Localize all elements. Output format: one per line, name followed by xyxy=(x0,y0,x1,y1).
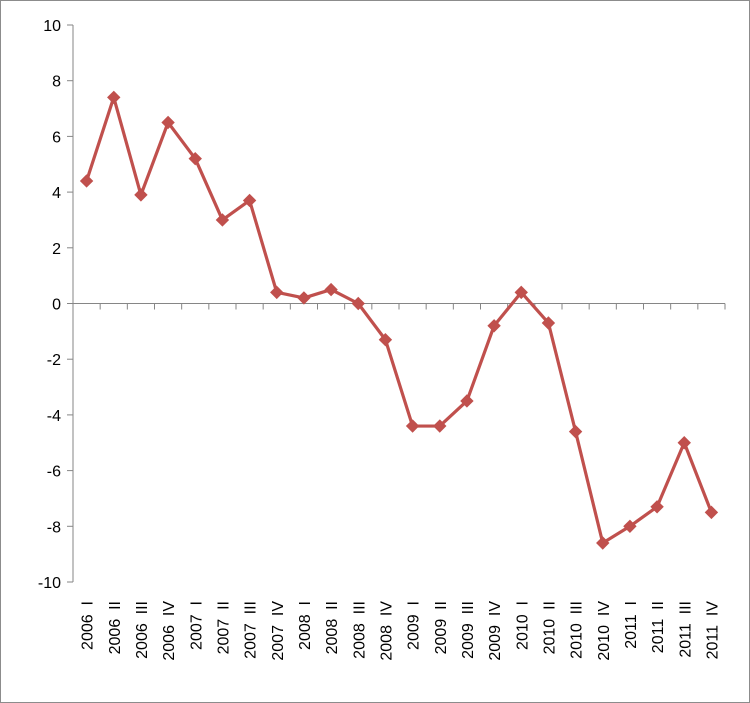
y-tick-label: 8 xyxy=(52,74,61,91)
x-tick-label: 2008 III xyxy=(351,601,368,659)
x-tick-label: 2007 IV xyxy=(270,601,287,661)
data-point-marker xyxy=(324,282,338,297)
data-point-marker xyxy=(704,505,719,520)
series-layer xyxy=(79,90,719,550)
x-tick-label: 2011 III xyxy=(677,601,694,658)
data-point-marker xyxy=(297,291,311,305)
data-point-marker xyxy=(378,332,393,347)
x-tick-label: 2011 IV xyxy=(704,601,721,660)
y-tick-label: 0 xyxy=(52,297,61,314)
x-tick-label: 2011 II xyxy=(650,601,667,653)
data-point-marker xyxy=(541,316,556,330)
x-tick-label: 2006 III xyxy=(134,601,151,659)
x-tick-label: 2006 II xyxy=(107,601,124,654)
x-tick-label: 2007 I xyxy=(188,601,205,650)
data-point-marker xyxy=(487,319,501,333)
data-point-marker xyxy=(568,424,583,439)
x-tick-label: 2010 IV xyxy=(596,601,613,661)
data-point-marker xyxy=(79,174,94,188)
y-tick-label: -4 xyxy=(47,408,61,425)
y-tick-label: 2 xyxy=(52,241,61,258)
y-tick-label: 10 xyxy=(43,18,61,35)
x-tick-label: 2008 IV xyxy=(378,601,395,661)
y-tick-label: 6 xyxy=(52,129,61,146)
x-tick-label: 2009 I xyxy=(406,601,423,650)
x-tick-label: 2006 IV xyxy=(161,601,178,661)
data-point-marker xyxy=(460,394,474,408)
data-point-marker xyxy=(134,188,148,202)
data-point-marker xyxy=(677,436,691,450)
y-tick-label: -6 xyxy=(47,464,61,481)
y-tick-label: -8 xyxy=(47,519,61,536)
y-axis-tick-labels: 10 8 6 4 2 0 -2 -4 -6 -8 -10 xyxy=(38,18,61,592)
y-tick-label: -10 xyxy=(38,575,61,592)
x-tick-label: 2008 II xyxy=(324,601,341,654)
y-tick-label: -2 xyxy=(47,352,61,369)
data-point-marker xyxy=(623,519,637,534)
x-tick-label: 2006 I xyxy=(80,601,97,650)
data-point-marker xyxy=(270,285,284,300)
x-tick-label: 2009 III xyxy=(460,601,477,659)
x-tick-label: 2009 IV xyxy=(487,601,504,661)
y-tick-label: 4 xyxy=(52,185,61,202)
data-point-marker xyxy=(215,213,230,227)
data-point-marker xyxy=(596,536,610,550)
x-tick-label: 2009 II xyxy=(433,601,450,654)
x-tick-label: 2007 III xyxy=(243,601,260,659)
data-point-marker xyxy=(351,296,365,311)
x-tick-label: 2010 II xyxy=(541,601,558,654)
series-line xyxy=(84,95,714,545)
x-tick-label: 2007 II xyxy=(215,601,232,654)
data-point-marker xyxy=(650,500,664,514)
x-tick-label: 2008 I xyxy=(297,601,314,650)
data-point-marker xyxy=(188,151,202,166)
data-point-marker xyxy=(107,90,121,105)
x-tick-label: 2010 III xyxy=(569,601,586,659)
data-point-marker xyxy=(405,419,420,433)
data-point-marker xyxy=(514,285,528,300)
data-point-marker xyxy=(433,419,447,433)
x-tick-label: 2011 I xyxy=(623,601,640,649)
x-axis-tick-labels: 2006 I 2006 II 2006 III 2006 IV 2007 I 2007 I… xyxy=(80,601,722,661)
data-point-marker xyxy=(161,115,175,130)
data-point-marker xyxy=(242,193,257,208)
x-tick-label: 2010 I xyxy=(514,601,531,650)
axes xyxy=(67,24,726,583)
